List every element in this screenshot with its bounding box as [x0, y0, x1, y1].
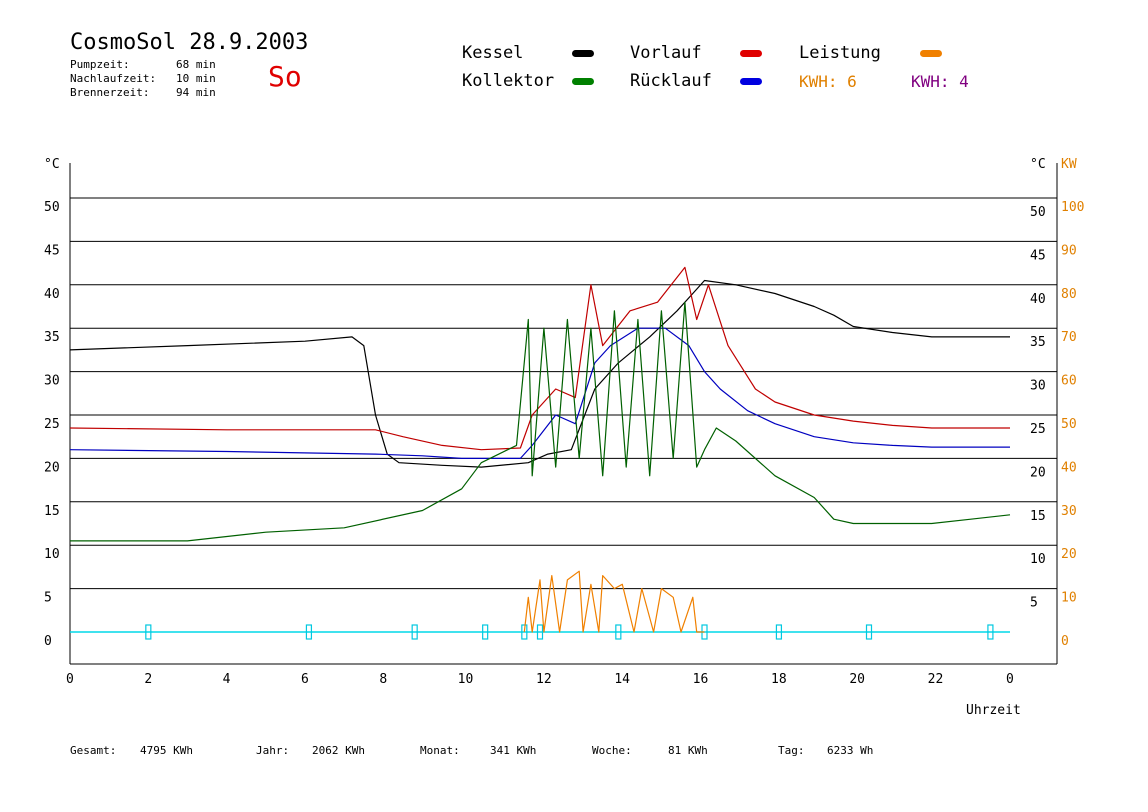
y2-tick-label: 60 [1061, 374, 1077, 389]
y2-tick-label: 50 [1061, 417, 1077, 432]
legend-label-ruecklauf: Rücklauf [630, 71, 712, 91]
y-tick-label: 50 [44, 200, 60, 215]
y-tick-label-right: 10 [1030, 552, 1046, 567]
y-tick-label-right: 30 [1030, 379, 1046, 394]
y-tick-label: 0 [44, 634, 52, 649]
x-axis-label: Uhrzeit [966, 703, 1021, 718]
footer-woche-label: Woche: [592, 744, 632, 757]
series-line-kollektor [70, 301, 1011, 542]
y-tick-label-right: 40 [1030, 292, 1046, 307]
y2-tick-label: 80 [1061, 287, 1077, 302]
pump-time-label: Pumpzeit: [70, 58, 130, 71]
legend-swatch-leistung [920, 50, 942, 57]
x-tick-label: 4 [223, 672, 231, 687]
overrun-time-row: Nachlaufzeit: 10 min [70, 72, 216, 85]
footer-tag-label: Tag: [778, 744, 805, 757]
burner-time-row: Brennerzeit: 94 min [70, 86, 216, 99]
y2-tick-label: 70 [1061, 330, 1077, 345]
x-tick-label: 8 [379, 672, 387, 687]
zero-marker [145, 624, 152, 640]
zero-marker [521, 624, 528, 640]
y2-tick-label: 20 [1061, 547, 1077, 562]
legend-swatch-kollektor [572, 78, 594, 85]
y-tick-label-right: 5 [1030, 596, 1038, 611]
x-tick-label: 20 [849, 672, 865, 687]
chart-title: CosmoSol 28.9.2003 [70, 30, 309, 55]
y-axis-unit-left: °C [44, 157, 60, 172]
legend-swatch-kessel [572, 50, 594, 57]
y-tick-label-right: 35 [1030, 335, 1046, 350]
footer-monat-value: 341 KWh [490, 744, 537, 757]
zero-marker [615, 624, 622, 640]
y-tick-label: 10 [44, 547, 60, 562]
zero-marker [865, 624, 873, 640]
pump-time-row: Pumpzeit: 68 min [70, 58, 216, 71]
series-line-kessel [69, 279, 1010, 468]
zero-marker [305, 624, 313, 640]
x-tick-label: 22 [928, 672, 944, 687]
y-tick-label: 35 [44, 330, 60, 345]
y-tick-label: 30 [44, 374, 60, 389]
zero-marker [536, 624, 544, 640]
x-tick-label: 0 [1006, 672, 1014, 687]
burner-time-value: 94 min [176, 86, 216, 99]
x-tick-label: 0 [66, 672, 74, 687]
x-tick-label: 10 [458, 672, 474, 687]
x-tick-label: 16 [693, 672, 709, 687]
y-tick-label: 25 [44, 417, 60, 432]
y-tick-label: 45 [44, 243, 60, 258]
x-tick-label: 2 [144, 672, 152, 687]
overrun-time-value: 10 min [176, 72, 216, 85]
footer-gesamt-value: 4795 KWh [140, 744, 193, 757]
y2-tick-label: 10 [1061, 591, 1077, 606]
kwh-leistung: KWH: 6 [799, 72, 857, 91]
y2-tick-label: 30 [1061, 504, 1077, 519]
x-tick-label: 12 [536, 672, 552, 687]
kwh-secondary: KWH: 4 [911, 72, 969, 91]
x-tick-label: 6 [301, 672, 309, 687]
y-tick-label: 15 [44, 504, 60, 519]
y-axis-unit-right: °C [1030, 157, 1046, 172]
series-line-vorlauf [69, 266, 1010, 451]
y-tick-label-right: 45 [1030, 248, 1046, 263]
y-tick-label-right: 25 [1030, 422, 1046, 437]
y2-tick-label: 0 [1061, 634, 1069, 649]
footer-jahr-value: 2062 KWh [312, 744, 365, 757]
y-tick-label: 20 [44, 460, 60, 475]
y-tick-label: 5 [44, 591, 52, 606]
legend-swatch-ruecklauf [740, 78, 762, 85]
burner-time-label: Brennerzeit: [70, 86, 150, 99]
x-tick-label: 18 [771, 672, 787, 687]
weekday-label: So [268, 60, 302, 93]
y-tick-label-right: 15 [1030, 509, 1046, 524]
y2-tick-label: 100 [1061, 200, 1084, 215]
zero-marker [775, 624, 783, 640]
footer-jahr-label: Jahr: [256, 744, 290, 757]
footer-gesamt-label: Gesamt: [70, 744, 117, 757]
footer-woche-value: 81 KWh [668, 744, 708, 757]
y-tick-label-right: 50 [1030, 205, 1046, 220]
overrun-time-label: Nachlaufzeit: [70, 72, 157, 85]
legend-label-kollektor: Kollektor [462, 71, 555, 91]
pump-time-value: 68 min [176, 58, 216, 71]
y2-tick-label: 40 [1061, 460, 1077, 475]
series-line-rcklauf [69, 327, 1010, 459]
y-tick-label: 40 [44, 287, 60, 302]
x-tick-label: 14 [614, 672, 630, 687]
footer-monat-label: Monat: [420, 744, 460, 757]
zero-marker [987, 624, 994, 640]
legend-label-kessel: Kessel [462, 43, 524, 63]
y-tick-label-right: 20 [1030, 465, 1046, 480]
legend-swatch-vorlauf [740, 50, 762, 57]
y2-axis-unit: KW [1061, 157, 1077, 172]
zero-marker [482, 624, 489, 640]
legend-label-leistung: Leistung [799, 43, 881, 63]
legend-label-vorlauf: Vorlauf [630, 43, 702, 63]
zero-marker [411, 624, 418, 640]
series-line-leistung [523, 570, 705, 633]
footer-tag-value: 6233 Wh [827, 744, 874, 757]
y2-tick-label: 90 [1061, 243, 1077, 258]
